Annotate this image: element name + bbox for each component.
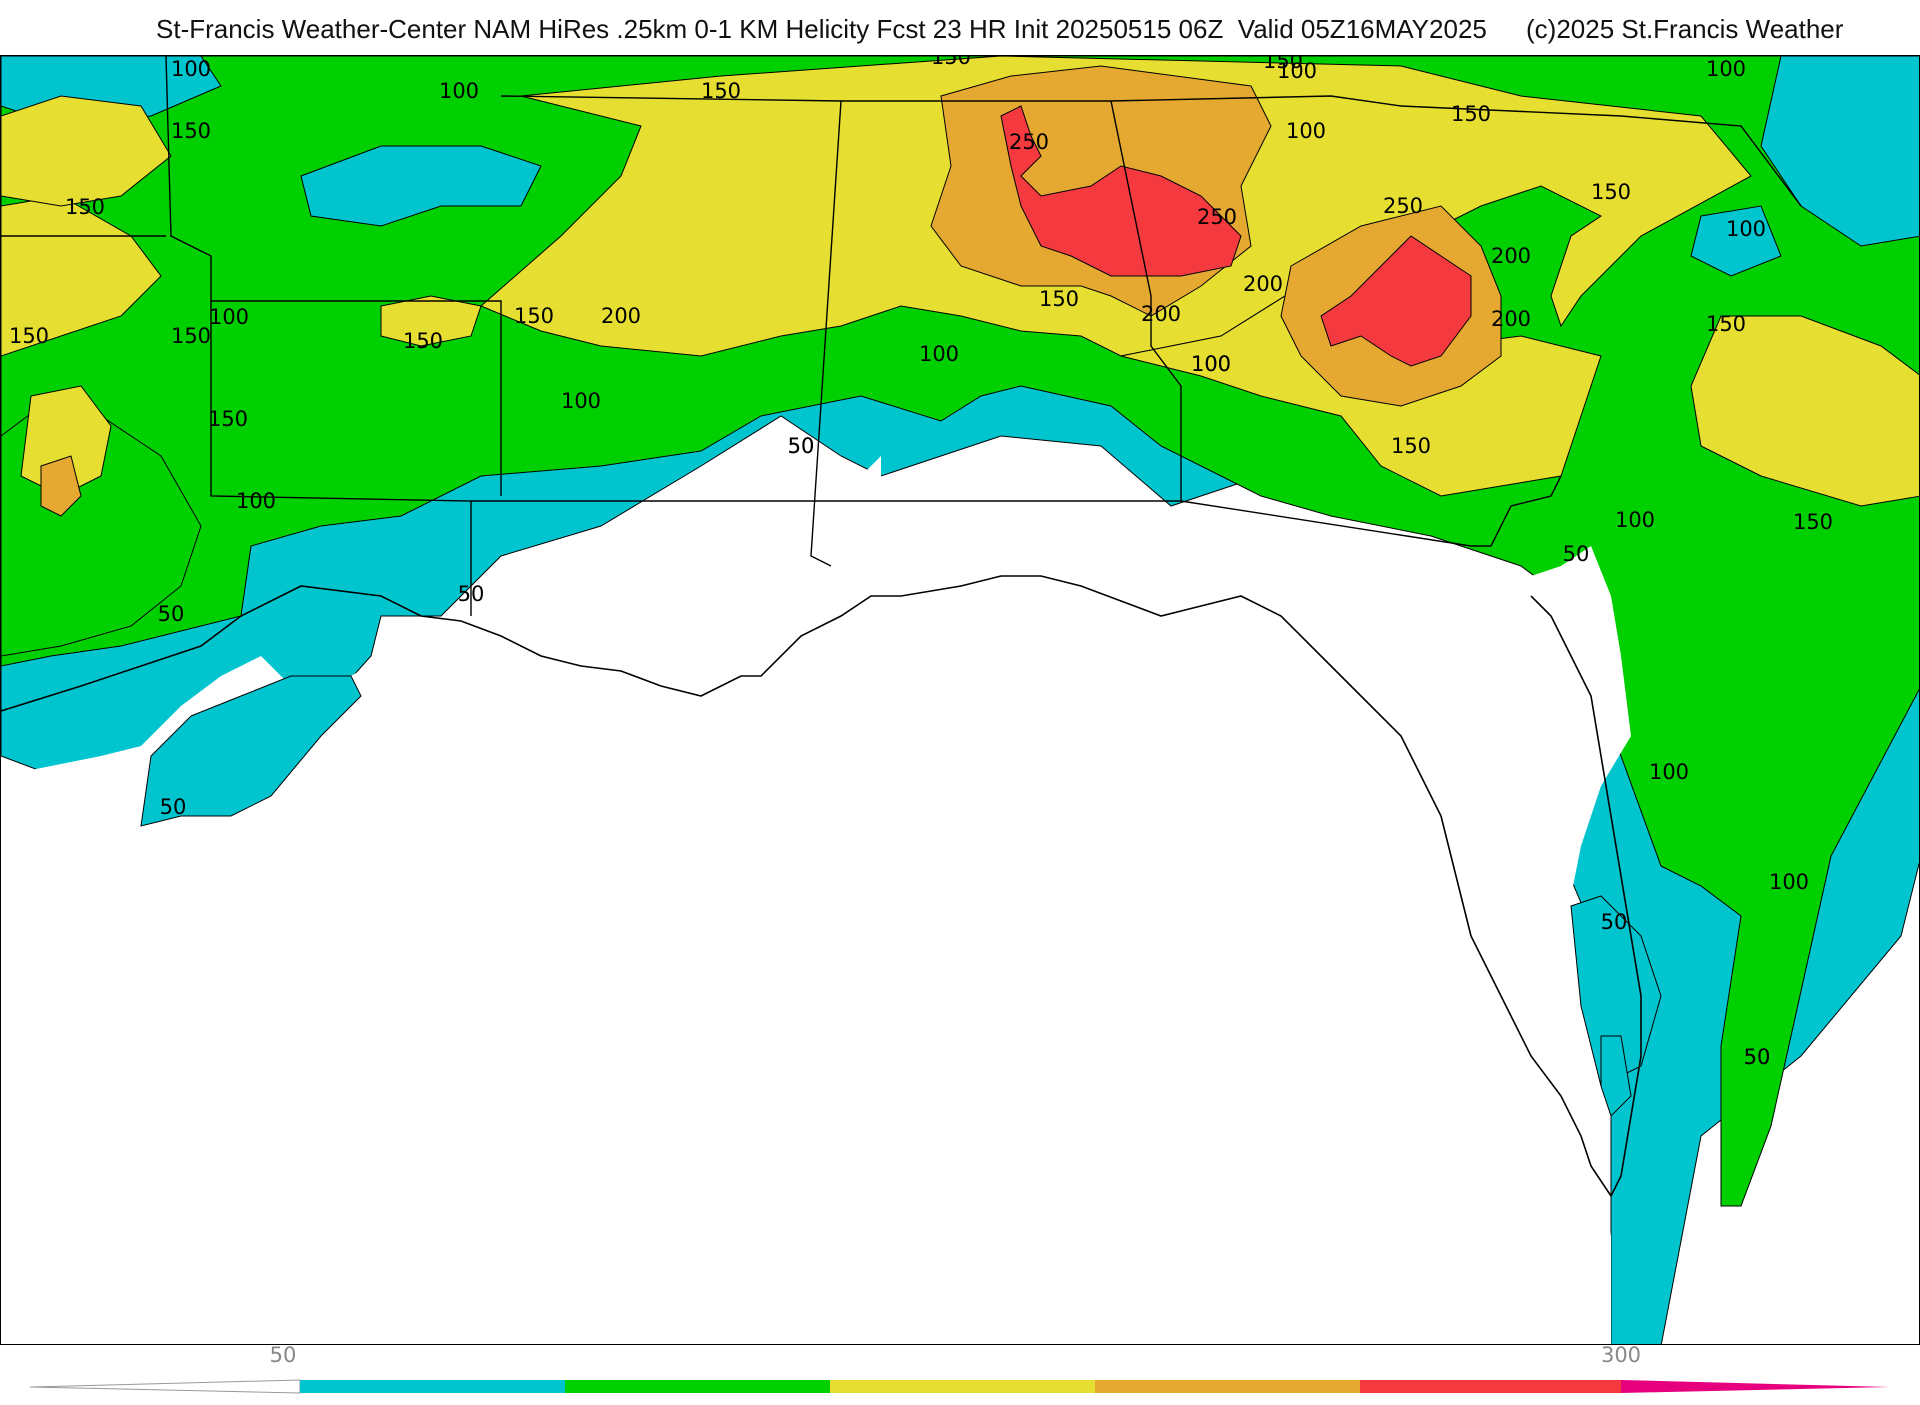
contour-label: 100 bbox=[561, 389, 601, 413]
colorbar-tick-300: 300 bbox=[1601, 1345, 1641, 1367]
contour-label: 150 bbox=[931, 56, 971, 69]
colorbar-low-arrow bbox=[29, 1379, 301, 1394]
contour-label: 50 bbox=[1744, 1045, 1771, 1069]
contour-label: 200 bbox=[1141, 302, 1181, 326]
shade-250-300 bbox=[1320, 235, 1472, 367]
low-helicity-region bbox=[1, 456, 1631, 1344]
contour-label: 200 bbox=[601, 304, 641, 328]
colorbar-high-arrow bbox=[1621, 1380, 1890, 1393]
title-text: St-Francis Weather-Center NAM HiRes .25k… bbox=[156, 14, 1487, 44]
contour-labels: 1001001501501501501001501501001501005050… bbox=[9, 56, 1833, 1069]
contour-label: 100 bbox=[1769, 870, 1809, 894]
contour-label: 100 bbox=[1706, 57, 1746, 81]
contour-label: 50 bbox=[158, 602, 185, 626]
contour-label: 150 bbox=[1793, 510, 1833, 534]
shade-50-100 bbox=[1600, 1035, 1632, 1117]
shade-250-300 bbox=[1000, 105, 1242, 277]
state-boundaries bbox=[1, 56, 1802, 616]
shade-200-250 bbox=[40, 455, 82, 517]
contour-label: 250 bbox=[1383, 194, 1423, 218]
contour-label: 100 bbox=[1191, 352, 1231, 376]
contour-label: 100 bbox=[1286, 119, 1326, 143]
contour-label: 100 bbox=[1649, 760, 1689, 784]
contour-label: 150 bbox=[1591, 180, 1631, 204]
colorbar-swatch-100-150 bbox=[565, 1380, 830, 1393]
shade-50-100 bbox=[1690, 205, 1782, 277]
contour-label: 150 bbox=[171, 324, 211, 348]
contour-label: 150 bbox=[403, 329, 443, 353]
contour-label: 150 bbox=[208, 407, 248, 431]
contour-label: 50 bbox=[160, 795, 187, 819]
contour-label: 250 bbox=[1009, 130, 1049, 154]
contour-label: 200 bbox=[1491, 244, 1531, 268]
colorbar: 50 300 bbox=[0, 1343, 1920, 1400]
contour-label: 150 bbox=[701, 79, 741, 103]
contour-label: 150 bbox=[171, 119, 211, 143]
contour-label: 150 bbox=[1706, 312, 1746, 336]
contour-label: 150 bbox=[1391, 434, 1431, 458]
shade-150-200 bbox=[1, 95, 172, 207]
contour-label: 100 bbox=[1277, 59, 1317, 83]
shade-50-100 bbox=[140, 675, 362, 827]
shade-150-200 bbox=[1690, 315, 1919, 507]
contour-label: 100 bbox=[1615, 508, 1655, 532]
shade-150-200 bbox=[380, 295, 482, 347]
colorbar-swatch-200-250 bbox=[1095, 1380, 1360, 1393]
contour-label: 150 bbox=[1039, 287, 1079, 311]
contour-label: 100 bbox=[439, 79, 479, 103]
map-canvas: 1001001501501501501001501501001501005050… bbox=[1, 56, 1919, 1344]
coastline bbox=[1, 575, 1642, 1198]
contour-label: 150 bbox=[65, 195, 105, 219]
contour-label: 250 bbox=[1197, 205, 1237, 229]
contour-label: 150 bbox=[1451, 102, 1491, 126]
map-title: St-Francis Weather-Center NAM HiRes .25k… bbox=[0, 14, 1920, 54]
contour-label: 50 bbox=[788, 434, 815, 458]
contour-label: 50 bbox=[1744, 1045, 1771, 1069]
shade-50-100 bbox=[1570, 895, 1662, 1087]
shade-50-100 bbox=[300, 145, 542, 227]
contour-label: 100 bbox=[1191, 352, 1231, 376]
contour-label: 50 bbox=[1601, 910, 1628, 934]
contour-label: 50 bbox=[788, 434, 815, 458]
contour-label: 100 bbox=[919, 342, 959, 366]
contour-label: 200 bbox=[1491, 307, 1531, 331]
contour-label: 50 bbox=[458, 582, 485, 606]
contour-label: 150 bbox=[1263, 56, 1303, 73]
copyright-text: (c)2025 St.Francis Weather bbox=[1526, 14, 1844, 44]
helicity-map: 100 100 150 150 150 150 100 150 150 100 150 100 50 50… bbox=[0, 55, 1920, 1345]
colorbar-svg: 50 300 bbox=[29, 1343, 1890, 1394]
contour-label: 100 bbox=[236, 489, 276, 513]
contour-label: 50 bbox=[1563, 542, 1590, 566]
contour-label: 200 bbox=[1243, 272, 1283, 296]
colorbar-swatch-250-300 bbox=[1360, 1380, 1621, 1393]
contour-label: 100 bbox=[209, 305, 249, 329]
shade-50-100 bbox=[1760, 56, 1919, 247]
colorbar-tick-50: 50 bbox=[270, 1345, 297, 1367]
colorbar-swatch-50-100 bbox=[300, 1380, 565, 1393]
contour-label: 150 bbox=[9, 324, 49, 348]
contour-label: 150 bbox=[514, 304, 554, 328]
contour-label: 100 bbox=[171, 57, 211, 81]
colorbar-swatch-150-200 bbox=[830, 1380, 1095, 1393]
contour-label: 100 bbox=[1726, 217, 1766, 241]
